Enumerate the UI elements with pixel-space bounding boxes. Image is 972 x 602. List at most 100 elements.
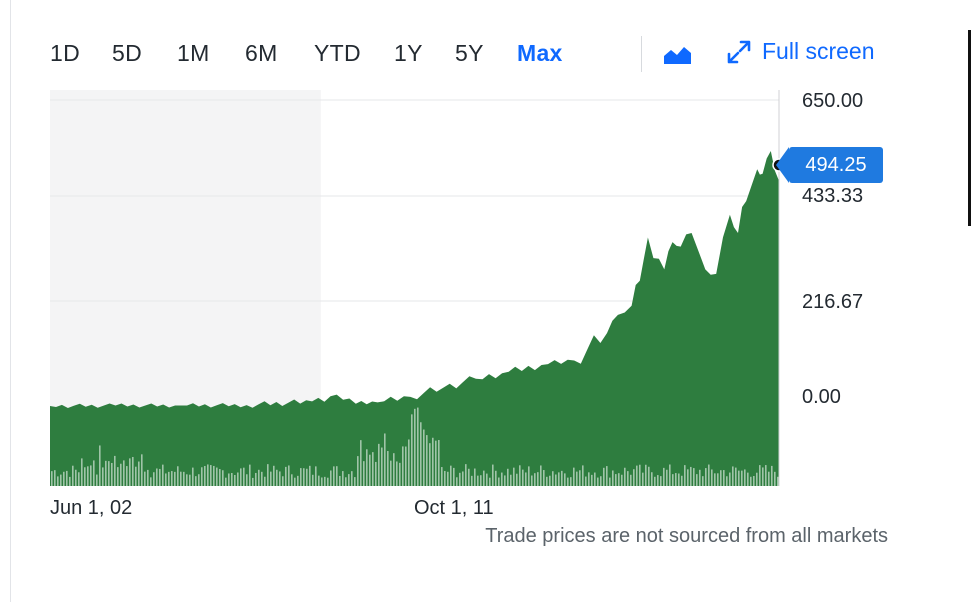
- volume-bar: [615, 474, 617, 486]
- volume-bar: [114, 455, 116, 486]
- volume-bar: [660, 476, 662, 486]
- volume-bar: [480, 475, 482, 486]
- volume-bar: [408, 439, 410, 486]
- volume-bar: [369, 454, 371, 486]
- volume-bar: [774, 471, 776, 486]
- volume-bar: [204, 465, 206, 486]
- volume-bar: [567, 477, 569, 486]
- range-1d-button[interactable]: 1D: [50, 40, 81, 66]
- range-toolbar: 1D 5D 1M 6M YTD 1Y 5Y Max Full screen: [50, 34, 890, 74]
- fullscreen-button[interactable]: Full screen: [726, 38, 874, 65]
- volume-bar: [447, 471, 449, 486]
- volume-bar: [498, 477, 500, 486]
- volume-bar: [588, 472, 590, 486]
- volume-bar: [291, 474, 293, 486]
- volume-bar: [705, 468, 707, 486]
- mountain-chart-icon[interactable]: [662, 42, 694, 68]
- range-6m-button[interactable]: 6M: [245, 40, 278, 66]
- range-max-button[interactable]: Max: [517, 40, 563, 66]
- volume-bar: [483, 470, 485, 486]
- y-axis-ticks: 650.00 433.33 216.67 0.00: [802, 90, 863, 408]
- volume-bar: [699, 469, 701, 486]
- volume-bar: [516, 473, 518, 486]
- volume-bar: [558, 472, 560, 486]
- volume-bar: [150, 477, 152, 486]
- volume-bar: [630, 474, 632, 486]
- volume-bar: [123, 460, 125, 486]
- volume-bar: [729, 472, 731, 486]
- volume-bar: [297, 475, 299, 486]
- volume-bar: [450, 465, 452, 486]
- volume-bar: [492, 464, 494, 486]
- volume-bar: [654, 476, 656, 486]
- volume-bar: [243, 467, 245, 486]
- volume-bar: [609, 477, 611, 486]
- volume-bar: [81, 458, 83, 486]
- volume-bar: [393, 453, 395, 486]
- volume-bar: [225, 477, 227, 486]
- volume-bar: [732, 466, 734, 486]
- volume-bar: [552, 471, 554, 486]
- volume-bar: [147, 469, 149, 486]
- volume-bar: [90, 465, 92, 486]
- volume-bar: [231, 472, 233, 486]
- volume-bar: [504, 475, 506, 486]
- volume-bar: [336, 466, 338, 486]
- range-1m-button[interactable]: 1M: [177, 40, 210, 66]
- volume-bar: [195, 476, 197, 486]
- volume-bar: [339, 475, 341, 486]
- volume-bar: [270, 471, 272, 486]
- volume-bar: [597, 477, 599, 486]
- volume-bar: [120, 463, 122, 486]
- volume-bar: [186, 474, 188, 486]
- volume-bar: [540, 465, 542, 486]
- volume-bar: [141, 454, 143, 486]
- volume-bar: [657, 475, 659, 486]
- price-area: [50, 151, 779, 486]
- volume-bar: [423, 429, 425, 486]
- volume-bar: [759, 465, 761, 486]
- left-divider: [10, 0, 11, 602]
- volume-bar: [330, 470, 332, 486]
- volume-bar: [624, 467, 626, 486]
- volume-bar: [621, 474, 623, 486]
- disclaimer-text: Trade prices are not sourced from all ma…: [485, 525, 888, 547]
- volume-bar: [282, 476, 284, 486]
- volume-bar: [753, 476, 755, 486]
- volume-bar: [399, 462, 401, 486]
- volume-bar: [93, 460, 95, 486]
- volume-bar: [507, 468, 509, 486]
- volume-bar: [207, 464, 209, 486]
- volume-bar: [426, 435, 428, 486]
- volume-bar: [672, 474, 674, 486]
- volume-bar: [153, 472, 155, 486]
- volume-bar: [372, 452, 374, 486]
- volume-bar: [456, 477, 458, 486]
- volume-bar: [402, 446, 404, 486]
- volume-bar: [438, 440, 440, 486]
- volume-bar: [252, 477, 254, 486]
- volume-bar: [768, 471, 770, 486]
- volume-bar: [300, 468, 302, 486]
- volume-bar: [363, 461, 365, 486]
- volume-bar: [603, 467, 605, 486]
- volume-bar: [285, 466, 287, 486]
- x-tick-label: Jun 1, 02: [50, 497, 132, 519]
- range-1y-button[interactable]: 1Y: [394, 40, 423, 66]
- volume-bar: [546, 476, 548, 486]
- range-ytd-button[interactable]: YTD: [314, 40, 361, 66]
- volume-bar: [645, 464, 647, 486]
- range-5d-button[interactable]: 5D: [112, 40, 143, 66]
- volume-bar: [396, 461, 398, 486]
- volume-bar: [744, 469, 746, 486]
- volume-bar: [714, 473, 716, 486]
- toolbar-divider: [641, 36, 642, 72]
- y-tick-label: 0.00: [802, 386, 841, 408]
- volume-bar: [600, 476, 602, 486]
- current-price-tag: 494.25: [776, 147, 883, 183]
- x-tick-label: Oct 1, 11: [414, 497, 494, 519]
- volume-bar: [264, 476, 266, 486]
- volume-bar: [564, 473, 566, 486]
- range-5y-button[interactable]: 5Y: [455, 40, 484, 66]
